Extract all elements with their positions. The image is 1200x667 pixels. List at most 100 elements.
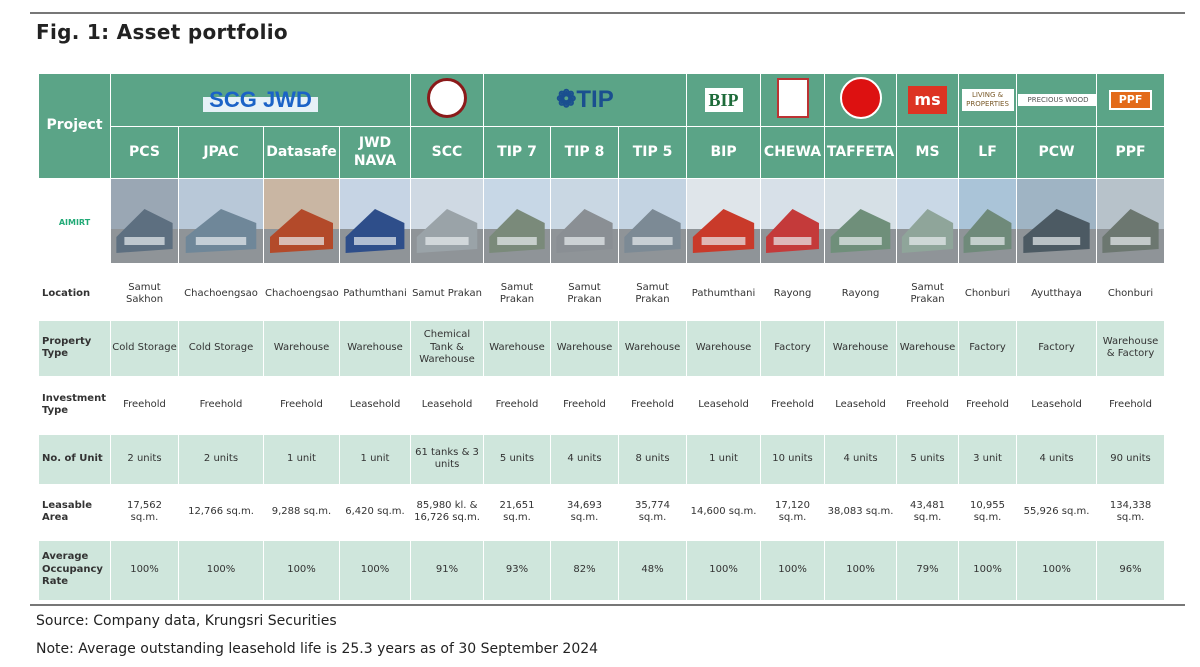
- project-datasafe: Datasafe: [263, 126, 340, 179]
- cell-property-type-taffeta: Warehouse: [824, 319, 898, 377]
- cell-leasable-area-chewa: 17,120 sq.m.: [760, 483, 826, 541]
- cell-average-occupancy-rate-tip-7: 93%: [483, 539, 551, 601]
- photo-cell-lf: [958, 178, 1018, 269]
- cell-average-occupancy-rate-taffeta: 100%: [824, 539, 898, 601]
- project-chewa: CHEWA: [760, 126, 826, 179]
- cell-leasable-area-tip-5: 35,774 sq.m.: [617, 483, 688, 541]
- building-photo-icon: [619, 179, 686, 263]
- building-photo-icon: [111, 179, 178, 263]
- cell-no-of-unit-pcw: 4 units: [1016, 433, 1098, 485]
- row-label: Leasable Area: [38, 483, 111, 541]
- cell-no-of-unit-tip-7: 5 units: [483, 433, 551, 485]
- photo-cell-datasafe: [263, 178, 340, 269]
- cell-no-of-unit-chewa: 10 units: [760, 433, 826, 485]
- cell-property-type-chewa: Factory: [760, 319, 826, 377]
- lf-logo-text: LIVING & PROPERTIES: [961, 89, 1014, 111]
- cell-average-occupancy-rate-pcw: 100%: [1016, 539, 1098, 601]
- logo-pcw: PRECIOUS WOOD: [1016, 73, 1098, 127]
- cell-no-of-unit-tip-8: 4 units: [550, 433, 619, 485]
- cell-location-ppf: Chonburi: [1096, 267, 1166, 321]
- logo-chewa: [760, 73, 826, 127]
- taffeta-logo-icon: [839, 76, 882, 119]
- cell-property-type-jwd-nava: Warehouse: [339, 319, 411, 377]
- cell-investment-type-tip-7: Freehold: [483, 375, 551, 435]
- footnote: Note: Average outstanding leasehold life…: [36, 641, 599, 657]
- cell-no-of-unit-taffeta: 4 units: [824, 433, 898, 485]
- project-ms: MS: [896, 126, 960, 179]
- cell-no-of-unit-ms: 5 units: [896, 433, 960, 485]
- cell-investment-type-lf: Freehold: [958, 375, 1018, 435]
- cell-investment-type-taffeta: Leasehold: [824, 375, 898, 435]
- row-label: Property Type: [38, 319, 111, 377]
- cell-location-jwd-nava: Pathumthani: [339, 267, 411, 321]
- building-photo-icon: [959, 179, 1016, 263]
- project-taffeta: TAFFETA: [824, 126, 898, 179]
- building-photo-icon: [897, 179, 958, 263]
- row-label: Location: [38, 267, 111, 321]
- pcw-logo-text: PRECIOUS WOOD: [1018, 93, 1096, 107]
- cell-leasable-area-pcw: 55,926 sq.m.: [1016, 483, 1098, 541]
- cell-leasable-area-pcs: 17,562 sq.m.: [110, 483, 179, 541]
- cell-property-type-pcs: Cold Storage: [110, 319, 179, 377]
- photo-cell-tip-7: [483, 178, 551, 269]
- source-note: Source: Company data, Krungsri Securitie…: [36, 613, 337, 629]
- cell-no-of-unit-ppf: 90 units: [1096, 433, 1166, 485]
- building-photo-icon: [411, 179, 483, 263]
- cell-property-type-datasafe: Warehouse: [263, 319, 340, 377]
- cell-average-occupancy-rate-ppf: 96%: [1096, 539, 1166, 601]
- photo-cell-chewa: [760, 178, 826, 269]
- cell-leasable-area-scc: 85,980 kl. & 16,726 sq.m.: [410, 483, 484, 541]
- cell-location-jpac: Chachoengsao: [178, 267, 264, 321]
- photo-cell-bip: [686, 178, 762, 269]
- cell-average-occupancy-rate-scc: 91%: [410, 539, 484, 601]
- figure-title: Fig. 1: Asset portfolio: [36, 20, 288, 44]
- cell-property-type-scc: Chemical Tank & Warehouse: [410, 319, 484, 377]
- cell-no-of-unit-lf: 3 unit: [958, 433, 1018, 485]
- row-location: Location Samut Sakhon Chachoengsao Chachoen…: [38, 267, 1166, 321]
- logo-bip: BIP: [686, 73, 762, 127]
- logo-tip: ❁TIP: [482, 73, 688, 127]
- cell-no-of-unit-bip: 1 unit: [686, 433, 762, 485]
- cell-no-of-unit-scc: 61 tanks & 3 units: [410, 433, 484, 485]
- project-scc: SCC: [410, 126, 484, 179]
- cell-location-pcs: Samut Sakhon: [110, 267, 179, 321]
- project-lf: LF: [958, 126, 1018, 179]
- cell-no-of-unit-jpac: 2 units: [178, 433, 264, 485]
- project-jpac: JPAC: [178, 126, 264, 179]
- cell-leasable-area-ms: 43,481 sq.m.: [896, 483, 960, 541]
- project-tip-8: TIP 8: [550, 126, 619, 179]
- project-jwd-nava: JWD NAVA: [339, 126, 411, 179]
- cell-leasable-area-datasafe: 9,288 sq.m.: [263, 483, 340, 541]
- cell-investment-type-tip-5: Freehold: [617, 375, 688, 435]
- cell-property-type-pcw: Factory: [1016, 319, 1098, 377]
- cell-average-occupancy-rate-bip: 100%: [686, 539, 762, 601]
- row-property-type: Property Type Cold Storage Cold Storage War…: [38, 319, 1166, 377]
- photo-cell-jpac: [178, 178, 264, 269]
- cell-no-of-unit-datasafe: 1 unit: [263, 433, 340, 485]
- cell-property-type-lf: Factory: [958, 319, 1018, 377]
- photo-cell-jwd-nava: [339, 178, 411, 269]
- scgjwd-logo-text: SCG JWD: [209, 87, 312, 113]
- row-no-of-unit: No. of Unit 2 units 2 units 1 unit 1 unit 61 …: [38, 433, 1166, 485]
- cell-location-lf: Chonburi: [958, 267, 1018, 321]
- photo-cell-taffeta: [824, 178, 898, 269]
- project-tip-5: TIP 5: [617, 126, 688, 179]
- cell-average-occupancy-rate-jpac: 100%: [178, 539, 264, 601]
- bottom-rule: [30, 604, 1185, 606]
- cell-property-type-ms: Warehouse: [896, 319, 960, 377]
- logo-taffeta: [824, 73, 898, 127]
- cell-average-occupancy-rate-datasafe: 100%: [263, 539, 340, 601]
- building-photo-icon: [1017, 179, 1096, 263]
- cell-location-ms: Samut Prakan: [896, 267, 960, 321]
- ms-logo-text: ms: [908, 86, 947, 114]
- building-photo-icon: [761, 179, 824, 263]
- logo-ms: ms: [896, 73, 960, 127]
- cell-property-type-ppf: Warehouse & Factory: [1096, 319, 1166, 377]
- row-average-occupancy-rate: Average Occupancy Rate 100% 100% 100% 100% 91…: [38, 539, 1166, 601]
- logo-scgjwd: SCG JWD: [110, 73, 411, 127]
- cell-average-occupancy-rate-ms: 79%: [896, 539, 960, 601]
- photo-cell-tip-8: [550, 178, 619, 269]
- cell-leasable-area-jwd-nava: 6,420 sq.m.: [339, 483, 411, 541]
- aimirt-logo-text: AIMIRT: [58, 218, 91, 227]
- cell-investment-type-chewa: Freehold: [760, 375, 826, 435]
